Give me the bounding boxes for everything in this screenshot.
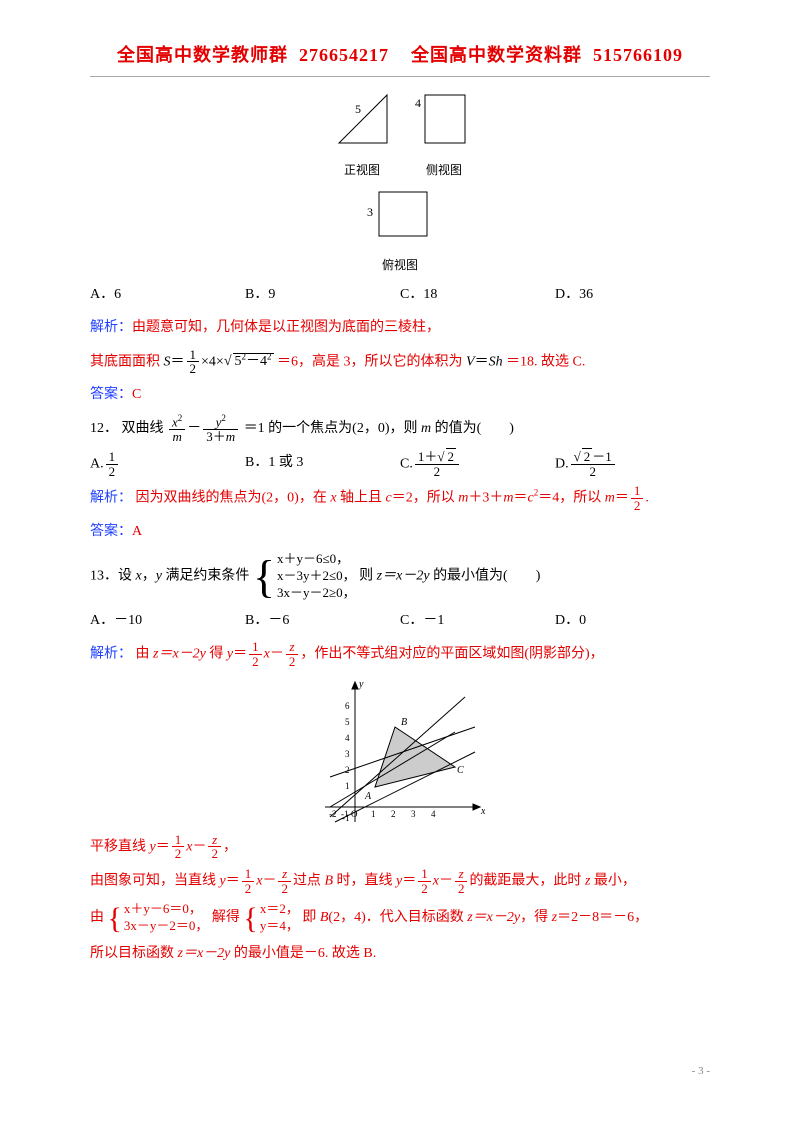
q11-sol-p2-end: ＝18. 故选 C. [506,354,585,369]
triangle-hyp-label: 5 [355,102,361,116]
solve-system-2: { x＝2， y＝4， [243,901,298,935]
svg-text:3: 3 [411,809,416,819]
q13-stem: 13．设 x，y 满足约束条件 { x＋y－6≤0， x－3y＋2≤0， 3x－… [90,551,710,602]
header-right-num: 515766109 [593,45,683,65]
frac-num-1: 1 [187,348,200,363]
sys-line2: x－3y＋2≤0， [277,568,356,585]
four: 4 [209,354,216,369]
svg-text:y: y [358,679,364,690]
front-view-caption: 正视图 [327,159,397,182]
var-V: V [466,354,475,369]
q12-choices: A.12 B．1 或 3 C.1＋22 D.2－12 [90,450,710,478]
svg-text:5: 5 [345,717,350,727]
top-view-caption: 俯视图 [365,254,435,277]
den-3m: 3＋m [203,430,238,444]
page-number: - 3 - [692,1061,710,1082]
var-Sh: Sh [489,354,503,369]
q13-choices: A．－10 B．－6 C．－1 D．0 [90,608,710,635]
q13-sol-line5: 所以目标函数 z＝x－2y 的最小值是－6. 故选 B. [90,941,710,968]
q12-sol-pre: 因为双曲线的焦点为(2，0)，在 [136,491,331,506]
side-view-label: 4 [415,96,421,110]
svg-text:2: 2 [391,809,396,819]
constraint-system: { x＋y－6≤0， x－3y＋2≤0， 3x－y－2≥0， [253,551,356,602]
var-S: S [164,354,171,369]
q13-choice-c: C．－1 [400,608,555,635]
solve-system-1: { x＋y－6＝0， 3x－y－2＝0， [108,901,209,935]
q12-num: 12． [90,421,118,436]
header-left-text: 全国高中数学教师群 [117,45,288,65]
q13-sol-line3: 由图象可知，当直线 y＝12x－z2过点 B 时，直线 y＝12x－z2的截距最… [90,867,710,895]
q13-sol-line4: 由 { x＋y－6＝0， 3x－y－2＝0， 解得 { x＝2， y＝4， 即 … [90,901,710,935]
page-header: 全国高中数学教师群 276654217 全国高中数学资料群 515766109 [90,38,710,77]
q12-sol-mid2: ＝2，所以 [392,491,459,506]
var-m: m [421,421,431,436]
svg-text:2: 2 [345,765,350,775]
q12-pre: 双曲线 [122,421,164,436]
svg-text:6: 6 [345,701,350,711]
header-right-text: 全国高中数学资料群 [411,45,582,65]
q12-choice-b: B．1 或 3 [245,450,400,478]
q11-sol-p2-pre: 其底面面积 [90,354,164,369]
q13-choice-b: B．－6 [245,608,400,635]
svg-text:1: 1 [371,809,376,819]
svg-text:4: 4 [345,733,350,743]
q11-choice-c: C．18 [400,282,555,309]
q11-solution-line1: 解析：由题意可知，几何体是以正视图为底面的三棱柱， [90,315,710,342]
q12-choice-a: A.12 [90,450,245,478]
svg-text:4: 4 [431,809,436,819]
q11-solution-line2: 其底面面积 S＝12×4×52－42 ＝6，高是 3，所以它的体积为 V＝Sh … [90,348,710,376]
front-view-triangle: 5 [327,89,397,149]
svg-text:3: 3 [345,749,350,759]
sys-line1: x＋y－6≤0， [277,551,356,568]
frac-den-2: 2 [187,362,200,376]
svg-text:C: C [457,765,464,776]
q11-sol-text1: 由题意可知，几何体是以正视图为底面的三棱柱， [132,320,440,335]
header-left-num: 276654217 [299,45,389,65]
answer-label-2: 答案： [90,524,132,539]
q12-choice-d: D.2－12 [555,450,710,478]
q12-choice-c: C.1＋22 [400,450,555,478]
sqrt-expr: 52－42 [233,353,274,369]
q13-num: 13． [90,569,118,584]
top-view-rect: 3 [365,188,435,244]
svg-text:B: B [401,717,407,728]
q12-answer: 答案：A [90,519,710,546]
analysis-label-3: 解析： [90,647,132,662]
q13-choice-d: D．0 [555,608,710,635]
q12-end: 的值为( ) [431,421,514,436]
views-top-row: 5 正视图 4 侧视图 [90,89,710,182]
q11-choice-d: D．36 [555,282,710,309]
side-view-caption: 侧视图 [415,159,473,182]
den-m: m [169,430,185,444]
q13-sol-line1: 解析： 由 z＝x－2y 得 y＝12x－z2，作出不等式组对应的平面区域如图(… [90,640,710,668]
side-view-rect: 4 [415,89,473,149]
svg-text:-2: -2 [329,809,337,819]
q13-choice-a: A．－10 [90,608,245,635]
q12-solution: 解析： 因为双曲线的焦点为(2，0)，在 x 轴上且 c＝2，所以 m＋3＋m＝… [90,484,710,512]
sys-line3: 3x－y－2≥0， [277,585,356,602]
q12-stem: 12． 双曲线 x2m－y23＋m ＝1 的一个焦点为(2，0)，则 m 的值为… [90,414,710,444]
q11-ans-val: C [132,387,141,402]
feasible-region-graph: x y B A C 654 321 -1 -2-1O 1234 [90,677,710,827]
q11-choice-a: A．6 [90,282,245,309]
answer-label: 答案： [90,387,132,402]
q11-choice-b: B．9 [245,282,400,309]
top-view-label: 3 [367,205,373,219]
analysis-label: 解析： [90,320,132,335]
q13-sol-line2: 平移直线 y＝12x－z2， [90,833,710,861]
views-bottom-row: 3 俯视图 [90,188,710,277]
analysis-label-2: 解析： [90,491,132,506]
q11-answer: 答案：C [90,382,710,409]
svg-text:1: 1 [345,781,350,791]
svg-text:-1: -1 [341,809,349,819]
svg-text:O: O [351,809,358,819]
svg-text:x: x [480,806,485,817]
q12-ans-val: A [132,524,142,539]
q11-sol-p2-mid: ＝6，高是 3，所以它的体积为 [277,354,466,369]
q11-choices: A．6 B．9 C．18 D．36 [90,282,710,309]
svg-text:A: A [364,791,372,802]
q12-sol-mid1: 轴上且 [337,491,386,506]
q12-mid: ＝1 的一个焦点为(2，0)，则 [244,421,421,436]
